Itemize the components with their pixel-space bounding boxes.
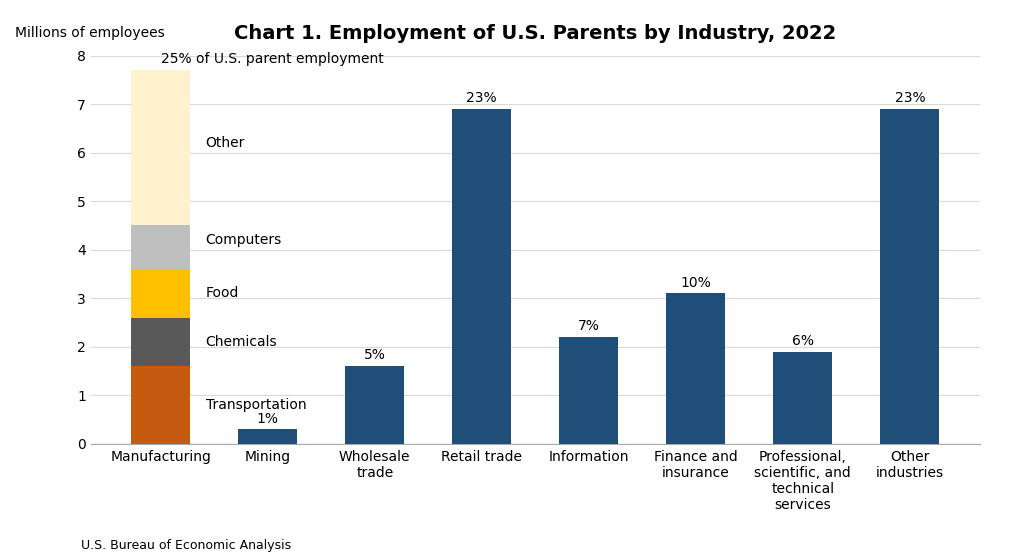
Text: 25% of U.S. parent employment: 25% of U.S. parent employment [161, 52, 384, 66]
Bar [345, 366, 404, 444]
Text: Other: Other [206, 136, 245, 150]
Text: Computers: Computers [206, 233, 282, 247]
Bar [452, 109, 511, 444]
Text: U.S. Bureau of Economic Analysis: U.S. Bureau of Economic Analysis [81, 539, 291, 552]
Title: Chart 1. Employment of U.S. Parents by Industry, 2022: Chart 1. Employment of U.S. Parents by I… [234, 24, 836, 43]
Text: 7%: 7% [578, 319, 600, 333]
Bar [881, 109, 939, 444]
Bar [131, 225, 190, 269]
Text: Millions of employees: Millions of employees [15, 26, 165, 40]
Bar [131, 366, 190, 444]
Bar [560, 337, 618, 444]
Bar [131, 269, 190, 317]
Bar [667, 294, 725, 444]
Text: Transportation: Transportation [206, 398, 306, 412]
Text: 1%: 1% [257, 412, 279, 426]
Bar [238, 430, 297, 444]
Text: 23%: 23% [895, 91, 925, 105]
Text: 5%: 5% [364, 349, 386, 362]
Text: 23%: 23% [467, 91, 497, 105]
Text: 10%: 10% [681, 276, 711, 290]
Text: 6%: 6% [792, 334, 814, 348]
Bar [131, 317, 190, 366]
Bar [131, 70, 190, 225]
Text: Food: Food [206, 286, 239, 300]
Text: Chemicals: Chemicals [206, 335, 278, 349]
Bar [774, 352, 832, 444]
